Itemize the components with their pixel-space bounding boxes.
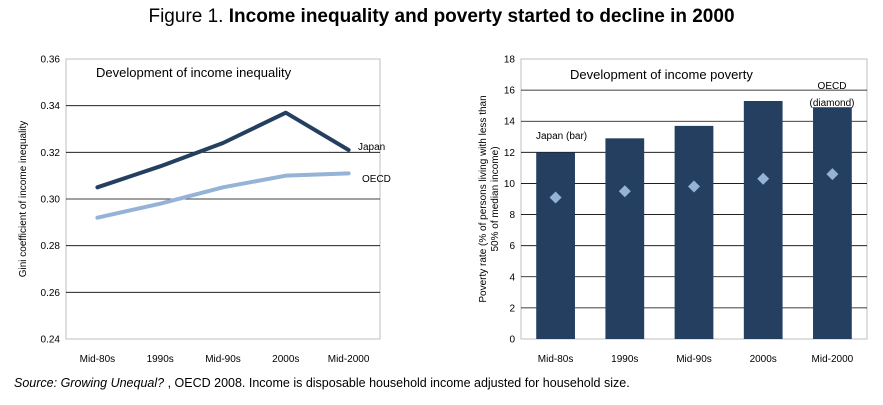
figure-title: Figure 1. Income inequality and poverty … <box>0 6 883 28</box>
japan-gini-line <box>95 110 351 190</box>
japan-series-label: Japan <box>358 142 385 153</box>
inequality-x-tick-label: 1990s <box>147 354 174 365</box>
japan-poverty-bar <box>813 107 852 339</box>
inequality-y-tick-label: 0.36 <box>41 55 61 66</box>
inequality-chart-title: Development of income inequality <box>96 65 292 80</box>
oecd-gini-line <box>95 171 351 220</box>
japan-bar-label: Japan (bar) <box>536 131 587 142</box>
figure-label: Figure 1. <box>148 6 224 27</box>
inequality-y-tick-label: 0.28 <box>41 241 61 252</box>
inequality-x-tick-label: 2000s <box>272 354 299 365</box>
poverty-y-tick-label: 18 <box>504 55 516 66</box>
inequality-x-tick-label: Mid-2000 <box>328 354 370 365</box>
source-note: Source: Growing Unequal? , OECD 2008. In… <box>14 376 630 390</box>
poverty-y-tick-label: 12 <box>504 148 516 159</box>
source-rest: , OECD 2008. Income is disposable househ… <box>164 376 630 390</box>
inequality-y-axis-label: Gini coefficient of income inequality <box>18 121 29 278</box>
oecd-poverty-diamond <box>826 168 839 181</box>
inequality-y-tick-label: 0.30 <box>41 195 61 206</box>
poverty-y-tick-label: 16 <box>504 86 516 97</box>
oecd-poverty-diamond <box>549 191 562 204</box>
inequality-y-tick-label: 0.26 <box>41 288 61 299</box>
japan-poverty-bar <box>743 101 783 339</box>
figure-main-title: Income inequality and poverty started to… <box>228 6 735 27</box>
poverty-y-tick-label: 0 <box>509 335 515 346</box>
oecd-diamond-label-line1: OECD <box>818 81 847 92</box>
poverty-y-axis-label-line1: Poverty rate (% of persons living with l… <box>478 95 489 302</box>
oecd-poverty-diamond <box>618 185 631 198</box>
poverty-y-tick-label: 6 <box>509 241 515 252</box>
poverty-x-tick-label: 1990s <box>611 354 638 365</box>
poverty-x-tick-label: Mid-2000 <box>812 354 854 365</box>
japan-poverty-bar <box>536 152 575 339</box>
poverty-y-tick-label: 8 <box>509 210 515 221</box>
oecd-diamond-label-line2: (diamond) <box>809 98 854 109</box>
source-prefix: Source: <box>14 376 61 390</box>
poverty-x-tick-label: Mid-90s <box>676 354 712 365</box>
poverty-chart: 0 2 4 6 8 10 12 14 16 18 Mid-80s 1990s Mid-90s 2000s… <box>478 55 868 365</box>
inequality-y-tick-label: 0.32 <box>41 148 61 159</box>
poverty-x-tick-label: Mid-80s <box>538 354 574 365</box>
poverty-x-tick-label: 2000s <box>750 354 777 365</box>
inequality-x-tick-label: Mid-90s <box>205 354 241 365</box>
poverty-chart-title: Development of income poverty <box>570 67 753 82</box>
japan-poverty-bar <box>674 125 714 339</box>
japan-poverty-bar <box>605 138 645 339</box>
poverty-y-axis-label-line2: 50% of median income) <box>490 146 501 251</box>
poverty-y-tick-label: 2 <box>509 303 515 314</box>
oecd-series-label: OECD <box>362 174 391 185</box>
poverty-y-tick-label: 4 <box>509 272 515 283</box>
poverty-y-tick-label: 10 <box>504 179 516 190</box>
oecd-poverty-diamond <box>757 172 770 185</box>
inequality-x-tick-label: Mid-80s <box>80 354 116 365</box>
inequality-chart: 0.24 0.26 0.28 0.30 0.32 0.34 0.36 Mid-80s 1990… <box>18 55 391 366</box>
inequality-y-tick-label: 0.24 <box>41 335 61 346</box>
inequality-y-tick-label: 0.34 <box>41 101 61 112</box>
source-title: Growing Unequal? <box>60 376 165 390</box>
poverty-y-tick-label: 14 <box>504 117 516 128</box>
oecd-poverty-diamond <box>688 180 700 193</box>
